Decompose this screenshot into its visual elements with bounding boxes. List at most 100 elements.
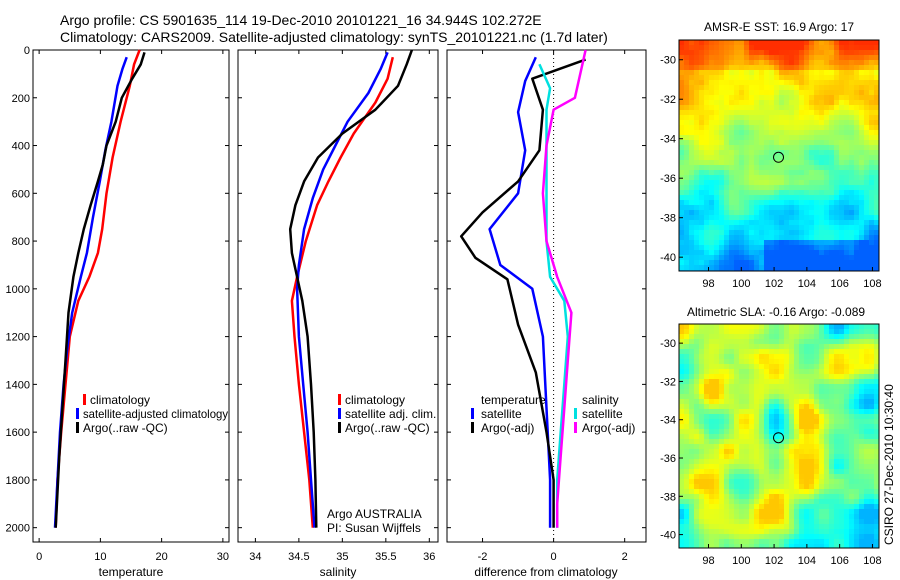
heatmap-cell	[734, 404, 739, 409]
heatmap-cell	[779, 110, 784, 115]
heatmap-cell	[834, 235, 839, 240]
heatmap-cell	[724, 155, 729, 160]
heatmap-cell	[834, 265, 839, 270]
heatmap-cell	[784, 65, 789, 70]
heatmap-cell	[874, 215, 879, 220]
heatmap-cell	[854, 439, 859, 444]
heatmap-cell	[829, 90, 834, 95]
heatmap-cell	[714, 329, 719, 334]
heatmap-cell	[694, 424, 699, 429]
heatmap-cell	[824, 95, 829, 100]
heatmap-cell	[819, 429, 824, 434]
heatmap-cell	[719, 474, 724, 479]
heatmap-cell	[769, 175, 774, 180]
heatmap-cell	[699, 349, 704, 354]
heatmap-cell	[719, 419, 724, 424]
heatmap-cell	[789, 544, 794, 548]
heatmap-cell	[874, 534, 879, 539]
heatmap-cell	[689, 215, 694, 220]
heatmap-cell	[874, 260, 879, 265]
heatmap-cell	[704, 419, 709, 424]
heatmap-cell	[819, 529, 824, 534]
heatmap-cell	[719, 459, 724, 464]
heatmap-cell	[784, 100, 789, 105]
heatmap-cell	[784, 190, 789, 195]
heatmap-cell	[754, 379, 759, 384]
heatmap-cell	[769, 499, 774, 504]
heatmap-cell	[724, 429, 729, 434]
difference-panel: -2 0 2 difference from climatology tempera…	[446, 49, 647, 579]
heatmap-cell	[684, 50, 689, 55]
heatmap-cell	[779, 55, 784, 60]
heatmap-cell	[709, 120, 714, 125]
heatmap-cell	[749, 419, 754, 424]
heatmap-cell	[689, 70, 694, 75]
heatmap-cell	[739, 534, 744, 539]
heatmap-cell	[794, 125, 799, 130]
heatmap-cell	[679, 145, 684, 150]
heatmap-cell	[849, 245, 854, 250]
heatmap-cell	[869, 494, 874, 499]
heatmap-cell	[689, 519, 694, 524]
heatmap-cell	[729, 50, 734, 55]
heatmap-cell	[764, 419, 769, 424]
heatmap-cell	[689, 524, 694, 529]
heatmap-cell	[829, 225, 834, 230]
heatmap-cell	[859, 120, 864, 125]
heatmap-cell	[774, 190, 779, 195]
heatmap-cell	[739, 210, 744, 215]
heatmap-cell	[859, 260, 864, 265]
heatmap-cell	[859, 210, 864, 215]
heatmap-cell	[779, 85, 784, 90]
heatmap-cell	[729, 529, 734, 534]
heatmap-cell	[869, 374, 874, 379]
heatmap-cell	[739, 334, 744, 339]
heatmap-cell	[749, 60, 754, 65]
heatmap-cell	[819, 265, 824, 270]
heatmap-cell	[704, 180, 709, 185]
heatmap-cell	[869, 339, 874, 344]
heatmap-cell	[699, 185, 704, 190]
heatmap-cell	[774, 504, 779, 509]
heatmap-cell	[714, 75, 719, 80]
heatmap-cell	[744, 504, 749, 509]
heatmap-cell	[834, 205, 839, 210]
heatmap-cell	[714, 145, 719, 150]
heatmap-cell	[764, 534, 769, 539]
heatmap-cell	[874, 419, 879, 424]
heatmap-cell	[819, 45, 824, 50]
heatmap-cell	[724, 454, 729, 459]
heatmap-cell	[799, 414, 804, 419]
heatmap-cell	[814, 329, 819, 334]
heatmap-cell	[814, 384, 819, 389]
heatmap-cell	[754, 384, 759, 389]
heatmap-cell	[729, 519, 734, 524]
heatmap-cell	[734, 534, 739, 539]
heatmap-cell	[809, 459, 814, 464]
heatmap-cell	[774, 120, 779, 125]
heatmap-cell	[799, 364, 804, 369]
heatmap-cell	[759, 409, 764, 414]
heatmap-cell	[734, 414, 739, 419]
heatmap-cell	[869, 514, 874, 519]
heatmap-cell	[754, 120, 759, 125]
heatmap-cell	[854, 75, 859, 80]
heatmap-cell	[784, 534, 789, 539]
heatmap-cell	[734, 210, 739, 215]
x-tick-label: 36	[423, 551, 435, 563]
heatmap-cell	[789, 150, 794, 155]
heatmap-cell	[804, 489, 809, 494]
heatmap-cell	[854, 170, 859, 175]
heatmap-cell	[854, 125, 859, 130]
heatmap-cell	[804, 250, 809, 255]
heatmap-cell	[849, 165, 854, 170]
heatmap-cell	[709, 150, 714, 155]
heatmap-cell	[769, 40, 774, 45]
heatmap-cell	[684, 140, 689, 145]
heatmap-cell	[819, 394, 824, 399]
heatmap-cell	[804, 354, 809, 359]
heatmap-cell	[699, 484, 704, 489]
salinity-panel: 34 34.5 35 35.5 36 salinity climatology sate…	[237, 49, 439, 579]
heatmap-cell	[719, 255, 724, 260]
heatmap-cell	[789, 459, 794, 464]
